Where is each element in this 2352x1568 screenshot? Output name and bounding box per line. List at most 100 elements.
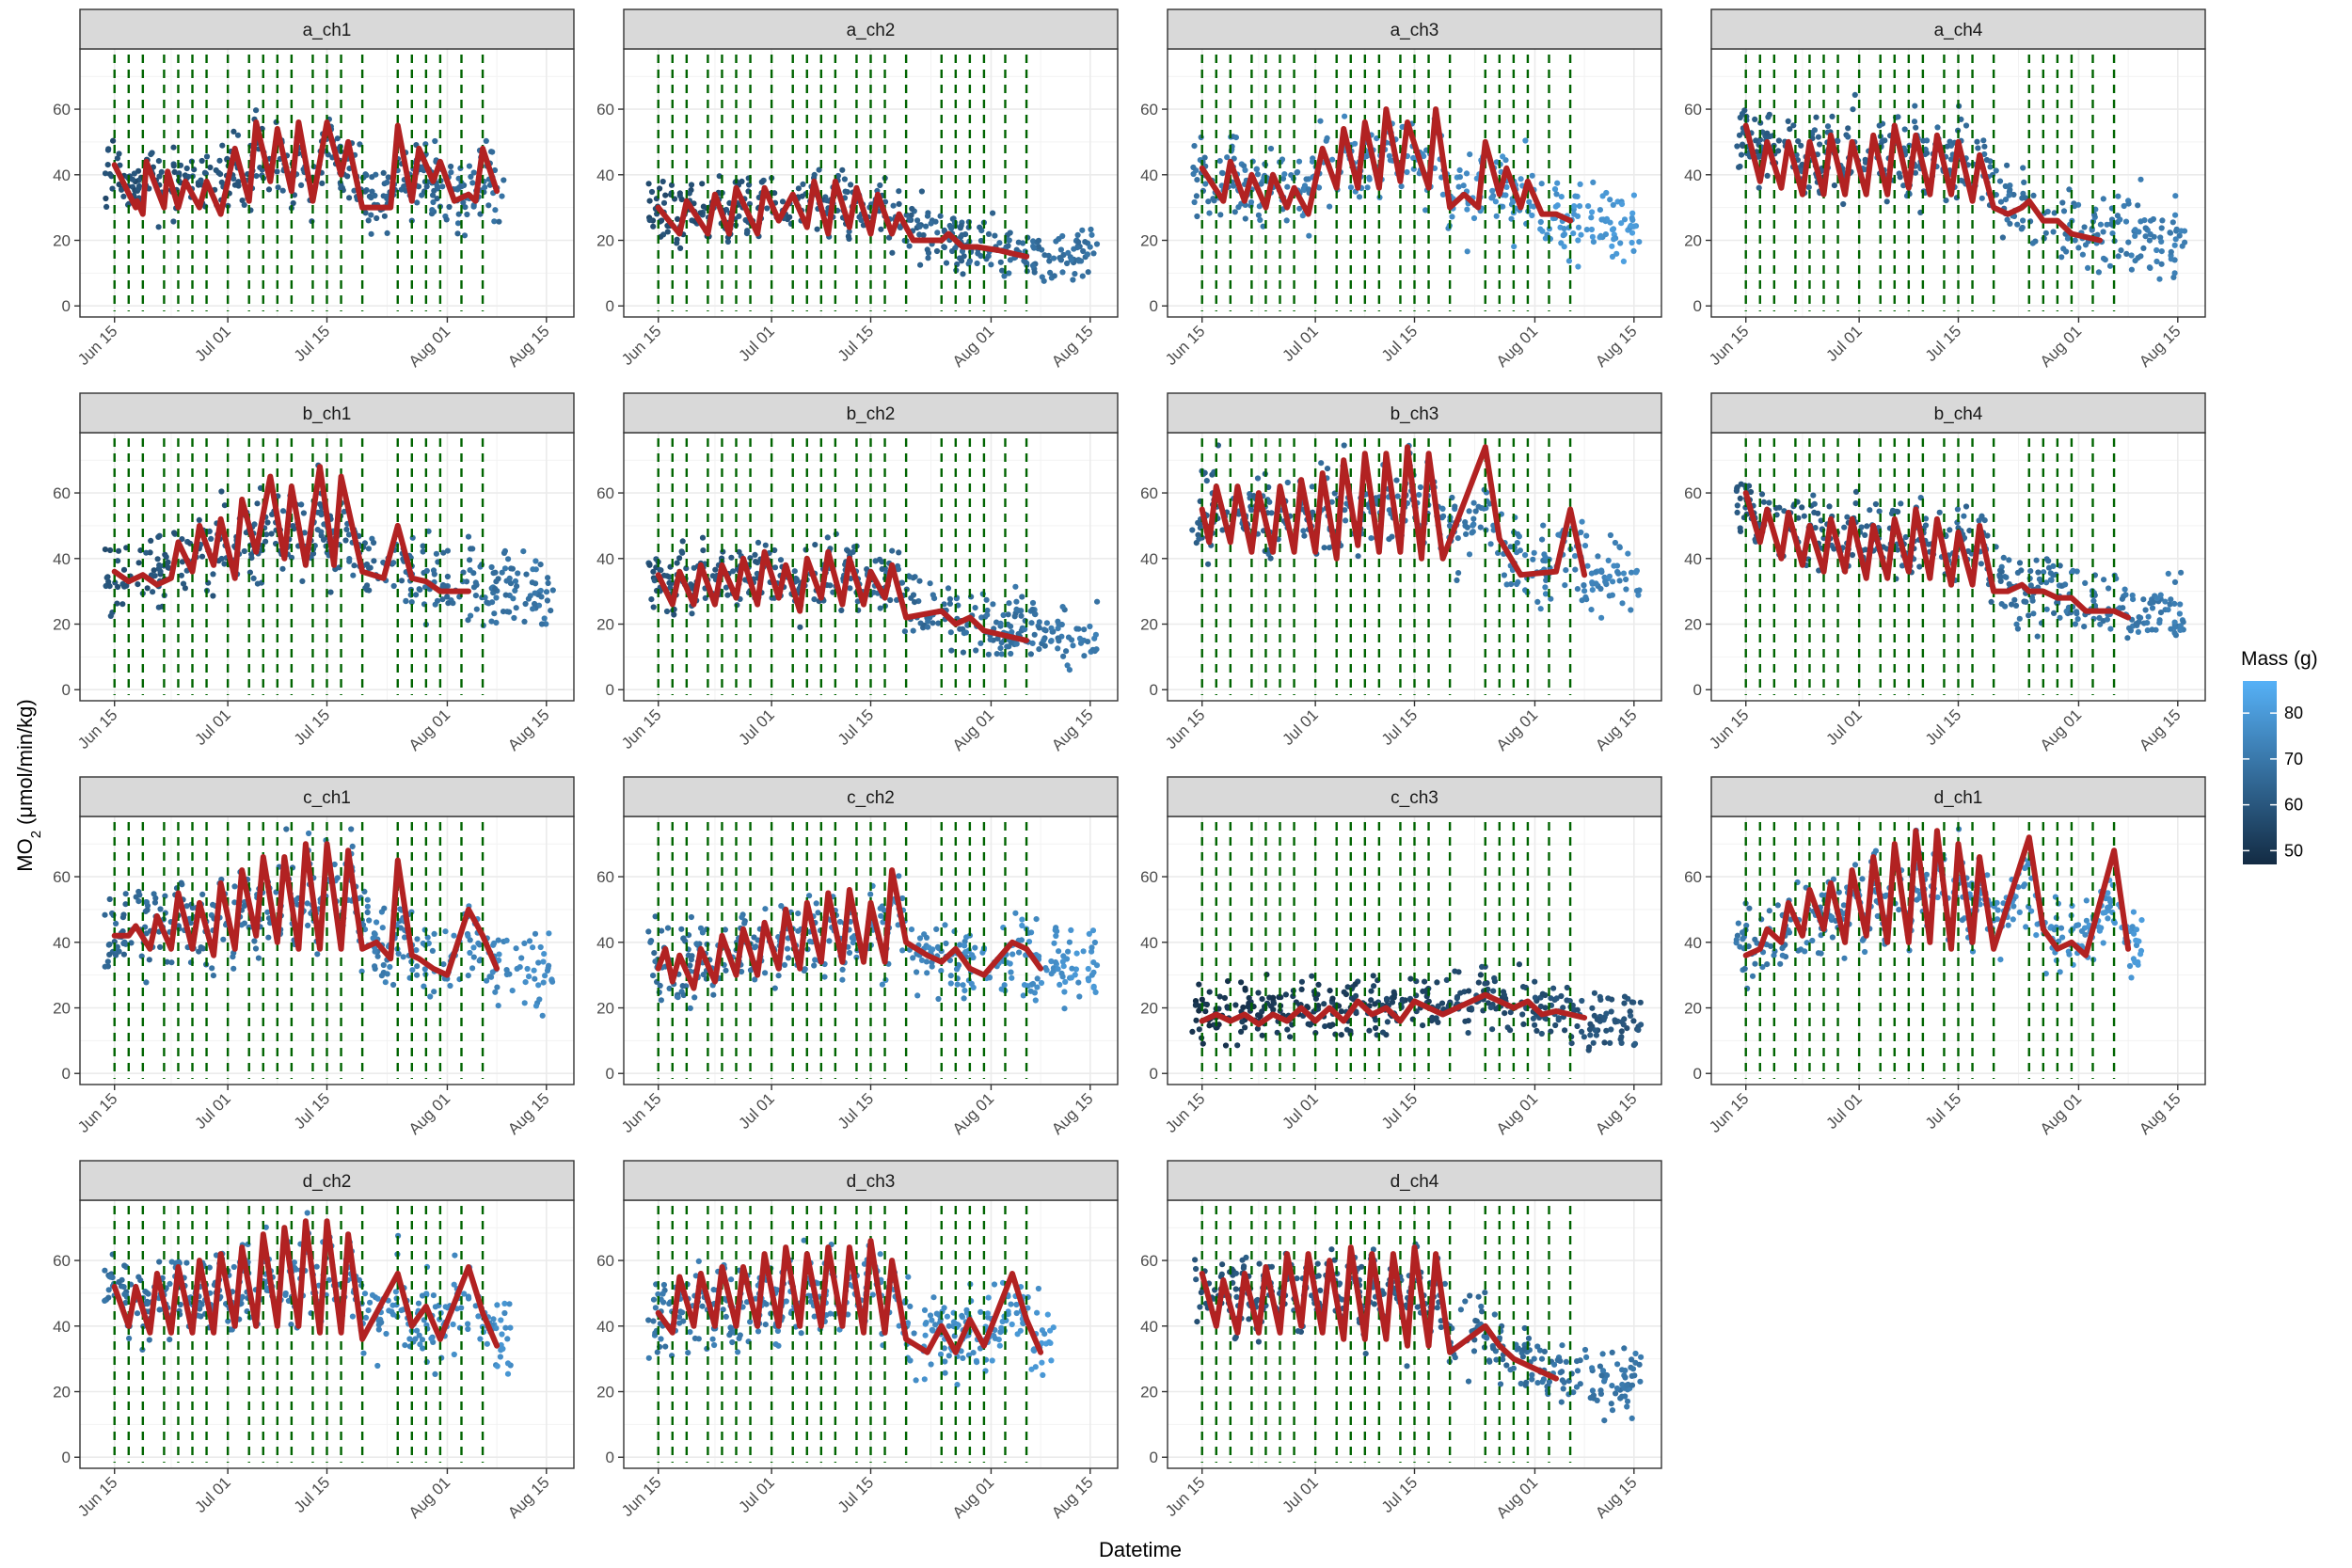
- data-point: [1068, 974, 1074, 981]
- data-point: [365, 546, 372, 552]
- data-point: [947, 629, 954, 636]
- data-point: [2177, 601, 2184, 608]
- data-point: [2156, 276, 2163, 282]
- x-tick-label: Jul 15: [291, 705, 334, 749]
- x-tick-label: Aug 01: [1493, 705, 1542, 754]
- data-point: [362, 210, 369, 216]
- data-point: [648, 188, 656, 196]
- data-point: [834, 172, 842, 180]
- data-point: [496, 951, 502, 958]
- data-point: [1583, 596, 1590, 603]
- data-point: [536, 996, 543, 1003]
- data-point: [369, 188, 375, 195]
- data-point: [1537, 606, 1544, 612]
- data-point: [373, 171, 379, 178]
- data-point: [1210, 196, 1216, 202]
- data-point: [1628, 569, 1635, 576]
- data-point: [1309, 158, 1316, 165]
- data-point: [906, 216, 913, 223]
- data-point: [1607, 531, 1613, 539]
- data-point: [1529, 212, 1535, 219]
- data-point: [2014, 626, 2021, 632]
- data-point: [1404, 168, 1410, 176]
- data-point: [998, 986, 1005, 992]
- data-point: [492, 207, 499, 214]
- data-point: [178, 879, 184, 886]
- data-point: [1840, 200, 1847, 208]
- data-point: [495, 937, 501, 943]
- data-point: [1981, 150, 1988, 158]
- data-point: [279, 187, 286, 194]
- data-point: [1913, 124, 1919, 131]
- data-point: [946, 600, 954, 608]
- y-tick-label: 40: [1140, 550, 1158, 568]
- data-point: [997, 259, 1004, 265]
- data-point: [1795, 515, 1802, 521]
- data-point: [380, 961, 387, 969]
- data-point: [470, 203, 477, 210]
- data-point: [1254, 475, 1262, 482]
- data-point: [466, 163, 472, 169]
- data-point: [1511, 244, 1518, 250]
- data-point: [1398, 183, 1405, 190]
- strip-background: [1710, 392, 2206, 434]
- data-point: [2101, 577, 2107, 583]
- data-point: [1028, 620, 1035, 626]
- data-point: [1242, 1024, 1248, 1031]
- y-tick-label: 40: [1684, 550, 1702, 568]
- data-point: [496, 218, 502, 225]
- data-point: [2074, 610, 2080, 617]
- data-point: [1087, 244, 1093, 250]
- data-point: [2115, 253, 2122, 260]
- data-point: [1993, 167, 1999, 174]
- data-point: [182, 585, 188, 592]
- data-point: [1093, 962, 1101, 969]
- data-point: [1470, 499, 1477, 506]
- data-point: [231, 899, 238, 906]
- data-point: [1625, 550, 1631, 557]
- data-point: [1534, 598, 1541, 606]
- data-point: [1347, 184, 1355, 191]
- data-point: [985, 651, 992, 657]
- data-point: [916, 935, 924, 942]
- data-point: [2114, 213, 2121, 219]
- data-point: [164, 958, 170, 965]
- data-point: [2124, 635, 2131, 641]
- data-point: [2034, 633, 2041, 640]
- data-point: [408, 599, 415, 606]
- data-point: [199, 891, 206, 898]
- data-point: [304, 900, 310, 907]
- data-point: [2149, 605, 2156, 611]
- data-point: [253, 173, 260, 180]
- data-point: [679, 983, 686, 990]
- data-point: [546, 930, 552, 937]
- data-point: [1460, 182, 1467, 189]
- data-point: [448, 169, 454, 176]
- data-point: [785, 955, 792, 961]
- data-point: [491, 218, 498, 225]
- data-point: [1618, 220, 1625, 227]
- data-point: [1835, 137, 1841, 145]
- y-tick-label: 0: [606, 297, 614, 315]
- data-point: [2020, 165, 2026, 171]
- data-point: [2162, 598, 2169, 605]
- data-point: [290, 199, 296, 207]
- data-point: [1464, 524, 1470, 531]
- data-point: [1563, 567, 1569, 574]
- fit-line: [655, 548, 1030, 643]
- data-point: [199, 553, 206, 560]
- data-point: [334, 135, 341, 142]
- data-point: [2120, 605, 2126, 611]
- data-point: [1978, 561, 1984, 567]
- data-point: [156, 532, 163, 539]
- data-point: [1016, 949, 1023, 956]
- data-point: [2085, 264, 2091, 271]
- data-point: [538, 621, 546, 627]
- data-point: [1924, 137, 1931, 144]
- data-point: [972, 944, 978, 951]
- data-point: [1810, 492, 1817, 499]
- fit-line: [1199, 444, 1588, 578]
- data-point: [400, 954, 406, 960]
- data-point: [467, 567, 473, 574]
